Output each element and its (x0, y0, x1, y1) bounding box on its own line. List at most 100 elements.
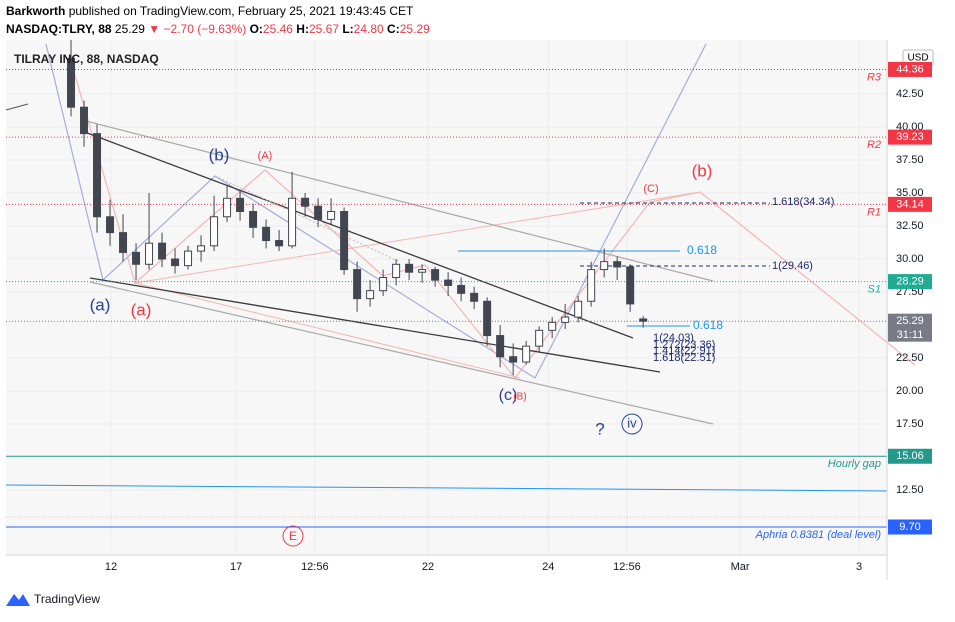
candle-body (67, 57, 76, 108)
logo-icon (6, 594, 30, 606)
candle-body (119, 232, 128, 253)
price-label: 25.29 (896, 315, 924, 327)
trend-line (5, 103, 29, 111)
trend-line (5, 484, 888, 492)
candle-body (483, 300, 492, 337)
trend-line (89, 277, 661, 373)
candle-body (340, 210, 349, 271)
level-name: Hourly gap (828, 458, 881, 470)
trend-line (89, 281, 714, 425)
candle-body (223, 197, 232, 218)
candle-body (106, 216, 115, 234)
wave-line (134, 282, 521, 379)
candle-body (249, 210, 258, 228)
level-name: S1 (868, 283, 881, 295)
c-label: C: (387, 22, 400, 36)
price-box (888, 448, 932, 464)
candle-body (236, 197, 245, 212)
candle-body (93, 133, 102, 218)
x-tick-label: Mar (731, 561, 750, 573)
level-name: R2 (867, 139, 881, 151)
annotation: (B) (513, 392, 526, 403)
candle-body (522, 345, 531, 363)
x-tick-label: 12:56 (613, 561, 641, 573)
candle-body (366, 290, 375, 300)
y-tick-label: 30.00 (896, 253, 924, 265)
level-name: R1 (867, 206, 881, 218)
candle-body (210, 216, 219, 247)
candle-body (171, 258, 180, 267)
x-tick-label: 24 (542, 561, 554, 573)
y-tick-label: 37.50 (896, 154, 924, 166)
y-tick-label: 20.00 (896, 385, 924, 397)
price-label: 15.06 (896, 450, 924, 462)
annotation: (b) (692, 161, 713, 180)
price-box (888, 129, 932, 145)
candle-body (197, 245, 206, 252)
candle-body (275, 240, 284, 247)
price-label: 39.23 (896, 131, 924, 143)
footer: TradingView (34, 592, 100, 606)
price-box (888, 313, 932, 342)
y-tick-label: 35.00 (896, 187, 924, 199)
wave-line (69, 57, 916, 379)
c: 25.29 (400, 22, 430, 36)
y-tick-label: 12.50 (896, 484, 924, 496)
price-box (888, 61, 932, 77)
level-name: R3 (867, 71, 882, 83)
wave-line (134, 191, 701, 284)
annotation: 1.618(22.51) (653, 352, 715, 364)
price-label: 28.29 (896, 275, 924, 287)
candle-body (470, 292, 479, 302)
candle-body (145, 242, 154, 265)
annotation: 1.272(23.36) (653, 339, 715, 351)
y-tick-label: 22.50 (896, 352, 924, 364)
o-label: O: (250, 22, 263, 36)
annotation: 1.618(34.34) (772, 196, 834, 208)
annotation: 1.414(22.91) (653, 345, 715, 357)
candle-body (626, 266, 635, 305)
annotation: E (289, 529, 297, 543)
candle-body (132, 251, 141, 265)
level-name: Aphria 0.8381 (deal level) (755, 529, 882, 541)
published: published on TradingView.com, February 2… (69, 4, 414, 18)
price-label: 9.70 (899, 521, 920, 533)
candle-body (639, 318, 648, 322)
candle-body (288, 197, 297, 247)
annotation: iv (627, 415, 637, 430)
wave-circle (621, 413, 643, 435)
candle-body (587, 269, 596, 302)
x-tick-label: 3 (856, 561, 862, 573)
candle-body (314, 205, 323, 220)
annotation: (a) (131, 300, 152, 319)
candle-body (379, 276, 388, 292)
wave-circle (282, 525, 304, 547)
chart-title: TILRAY INC, 88, NASDAQ (14, 52, 159, 66)
candle-body (561, 316, 570, 323)
y-tick-label: 42.50 (896, 88, 924, 100)
annotation: 0.618 (693, 318, 723, 332)
annotation: (a) (90, 295, 111, 314)
annotation: 1(29.46) (772, 260, 813, 272)
candle-body (405, 263, 414, 273)
candle-body (301, 197, 310, 207)
candle-body (392, 263, 401, 278)
change: ▼ −2.70 (−9.63%) (148, 22, 246, 36)
drawings (5, 43, 916, 547)
candle-body (535, 329, 544, 347)
annotation: (c) (499, 387, 518, 404)
chart-area (6, 40, 887, 555)
candle-body (600, 261, 609, 271)
candle-body (509, 356, 518, 363)
x-tick-label: 17 (230, 561, 242, 573)
candle-body (418, 269, 427, 273)
candle-body (444, 279, 453, 286)
annotation: (A) (258, 150, 273, 162)
quote-line: NASDAQ:TLRY, 88 25.29 ▼ −2.70 (−9.63%) O… (6, 22, 430, 36)
candle-body (431, 269, 440, 281)
h-label: H: (296, 22, 309, 36)
h: 25.67 (309, 22, 339, 36)
y-tick-label: 40.00 (896, 121, 924, 133)
symbol: NASDAQ:TLRY, 88 (6, 22, 112, 36)
